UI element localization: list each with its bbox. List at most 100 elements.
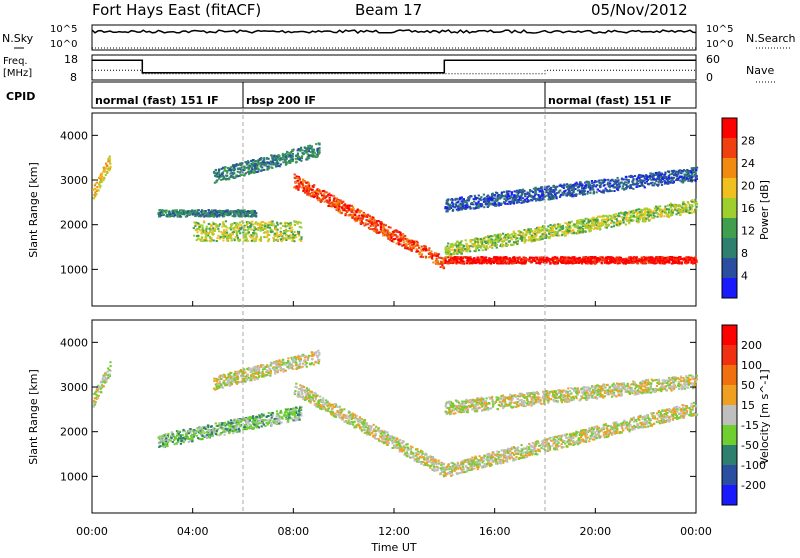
echo-cell xyxy=(555,231,557,233)
echo-cell xyxy=(107,161,109,163)
echo-cell xyxy=(447,243,449,245)
echo-cell xyxy=(513,194,515,196)
echo-cell xyxy=(325,200,327,202)
echo-cell xyxy=(277,224,279,226)
echo-cell xyxy=(478,244,480,246)
echo-cell xyxy=(250,223,252,225)
echo-cell xyxy=(96,186,98,188)
echo-cell xyxy=(399,232,401,234)
echo-cell xyxy=(514,260,516,262)
echo-cell xyxy=(393,238,395,240)
echo-cell xyxy=(680,214,682,216)
echo-cell xyxy=(522,260,524,262)
echo-cell xyxy=(260,239,262,241)
echo-cell xyxy=(695,259,697,261)
echo-cell xyxy=(541,233,543,235)
echo-cell xyxy=(225,225,227,227)
echo-cell xyxy=(530,257,532,259)
echo-cell xyxy=(165,212,167,214)
echo-cell xyxy=(398,241,400,243)
echo-cell xyxy=(365,216,367,218)
echo-cell xyxy=(530,261,532,263)
echo-cell xyxy=(522,234,524,236)
echo-cell xyxy=(566,227,568,229)
echo-cell xyxy=(255,233,257,235)
echo-cell xyxy=(589,220,591,222)
echo-cell xyxy=(260,236,262,238)
echo-cell xyxy=(502,233,504,235)
echo-cell xyxy=(259,159,261,161)
echo-cell xyxy=(485,236,487,238)
echo-cell xyxy=(447,256,449,258)
echo-cell xyxy=(640,209,642,211)
echo-cell xyxy=(483,194,485,196)
echo-cell xyxy=(205,228,207,230)
echo-cell xyxy=(234,177,236,179)
echo-cell xyxy=(222,210,224,212)
echo-cell xyxy=(226,170,228,172)
echo-cell xyxy=(415,242,417,244)
echo-cell xyxy=(230,166,232,168)
echo-cell xyxy=(580,223,582,225)
echo-cell xyxy=(198,226,200,228)
echo-cell xyxy=(648,260,650,262)
echo-cell xyxy=(560,257,562,259)
echo-cell xyxy=(228,214,230,216)
echo-cell xyxy=(333,195,335,197)
echo-cell xyxy=(404,246,406,248)
echo-cell xyxy=(593,228,595,230)
echo-cell xyxy=(495,237,497,239)
echo-cell xyxy=(658,260,660,262)
echo-cell xyxy=(617,177,619,179)
echo-cell xyxy=(661,213,663,215)
echo-cell xyxy=(625,263,627,265)
echo-cell xyxy=(469,258,471,260)
echo-cell xyxy=(291,149,293,151)
echo-cell xyxy=(231,240,233,242)
echo-cell xyxy=(598,261,600,263)
echo-cell xyxy=(625,224,627,226)
echo-cell xyxy=(373,223,375,225)
echo-cell xyxy=(591,220,593,222)
echo-cell xyxy=(671,204,673,206)
echo-cell xyxy=(483,246,485,248)
echo-cell xyxy=(503,238,505,240)
echo-cell xyxy=(254,211,256,213)
echo-cell xyxy=(252,210,254,212)
echo-cell xyxy=(478,261,480,263)
echo-cell xyxy=(483,261,485,263)
echo-cell xyxy=(338,205,340,207)
echo-cell xyxy=(538,259,540,261)
echo-cell xyxy=(640,259,642,261)
echo-cell xyxy=(689,212,691,214)
echo-cell xyxy=(378,232,380,234)
echo-cell xyxy=(659,256,661,258)
echo-cell xyxy=(322,198,324,200)
echo-cell xyxy=(511,263,513,265)
echo-cell xyxy=(226,178,228,180)
echo-cell xyxy=(512,257,514,259)
echo-cell xyxy=(99,176,101,178)
echo-cell xyxy=(646,175,648,177)
echo-cell xyxy=(205,238,207,240)
echo-cell xyxy=(232,227,234,229)
echo-cell xyxy=(254,169,256,171)
echo-cell xyxy=(312,193,314,195)
echo-cell xyxy=(306,188,308,190)
echo-cell xyxy=(257,168,259,170)
echo-cell xyxy=(274,233,276,235)
echo-cell xyxy=(375,231,377,233)
echo-cell xyxy=(298,156,300,158)
echo-cell xyxy=(661,256,663,258)
echo-cell xyxy=(300,222,302,224)
echo-cell xyxy=(254,163,256,165)
echo-cell xyxy=(249,225,251,227)
echo-cell xyxy=(306,194,308,196)
echo-cell xyxy=(553,233,555,235)
echo-cell xyxy=(272,161,274,163)
echo-cell xyxy=(262,221,264,223)
echo-cell xyxy=(299,179,301,181)
echo-cell xyxy=(291,227,293,229)
echo-cell xyxy=(350,210,352,212)
echo-cell xyxy=(359,220,361,222)
